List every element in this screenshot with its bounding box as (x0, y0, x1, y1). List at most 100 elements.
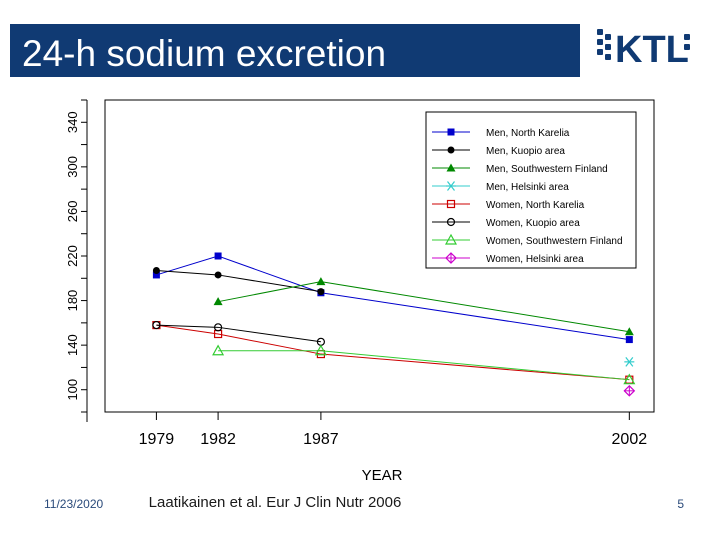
marker-square (447, 128, 455, 136)
data-point (212, 344, 225, 356)
x-tick-label: 1982 (200, 431, 236, 448)
series-group (213, 277, 634, 336)
x-tick-label: 2002 (612, 431, 648, 448)
marker-open-triangle (623, 373, 636, 385)
data-point (624, 327, 634, 336)
legend-item: Men, Southwestern Finland (432, 163, 608, 175)
marker-square (214, 252, 222, 260)
data-point (623, 373, 636, 385)
x-tick-label: 1987 (303, 431, 339, 448)
marker-dot (152, 266, 160, 274)
marker-triangle (213, 297, 223, 306)
series-group (152, 266, 325, 296)
data-point (446, 181, 456, 191)
data-point (624, 356, 635, 367)
marker-asterisk-d2 (625, 356, 634, 367)
data-point (445, 252, 457, 264)
marker-open-square (446, 199, 456, 209)
marker-triangle (624, 327, 634, 336)
series-line (156, 255, 630, 341)
marker-open-triangle (212, 344, 225, 356)
y-tick-label: 260 (65, 201, 80, 223)
legend-item: Women, Helsinki area (432, 252, 584, 265)
data-point (314, 344, 327, 356)
series-group (152, 320, 634, 384)
marker-dot (447, 146, 455, 154)
logo-right-dots-icon (684, 34, 690, 50)
slide-title: 24-h sodium excretion (22, 33, 387, 74)
x-tick-label: 1979 (139, 431, 175, 448)
data-point (213, 323, 223, 332)
y-tick-label: 340 (65, 111, 80, 133)
series-group (212, 344, 636, 385)
y-tick-label: 220 (65, 245, 80, 267)
marker-open-triangle (444, 233, 458, 245)
data-point (152, 320, 161, 330)
plot-frame (104, 99, 655, 413)
marker-square (152, 271, 160, 279)
logo-text: KTL (615, 29, 689, 68)
legend-label: Men, North Karelia (486, 128, 570, 139)
data-point (446, 199, 456, 209)
series-line (156, 324, 630, 381)
legend-item: Women, Kuopio area (432, 217, 580, 229)
data-point (446, 217, 456, 227)
data-point (625, 336, 633, 344)
legend-label: Women, North Karelia (486, 200, 585, 211)
y-tick-label: 100 (65, 379, 80, 401)
series-group (624, 356, 635, 367)
legend-item: Men, North Karelia (432, 128, 570, 139)
legend-label: Women, Southwestern Finland (486, 236, 623, 247)
legend-item: Men, Helsinki area (432, 181, 569, 193)
legend-box (425, 111, 637, 269)
marker-open-circle (152, 320, 161, 330)
data-point (316, 277, 326, 286)
y-tick-label: 180 (65, 290, 80, 312)
x-axis-label: YEAR (362, 467, 403, 484)
data-point (447, 128, 455, 136)
legend-item: Men, Kuopio area (432, 146, 565, 157)
footer-citation: Laatikainen et al. Eur J Clin Nutr 2006 (148, 494, 402, 511)
series-group (152, 320, 325, 346)
footer-date: 11/23/2020 (44, 497, 104, 511)
series-line (156, 269, 321, 293)
marker-asterisk-d2 (447, 181, 455, 191)
marker-open-triangle (314, 344, 327, 356)
title-bar: 24-h sodium excretion (10, 24, 580, 77)
data-point (152, 266, 160, 274)
legend-item: Women, Southwestern Finland (432, 233, 623, 247)
data-point (214, 271, 222, 279)
data-point (317, 288, 325, 296)
marker-dot (317, 288, 325, 296)
data-point (152, 271, 160, 279)
data-point (623, 384, 636, 397)
y-tick-label: 300 (65, 156, 80, 178)
marker-open-circle (446, 217, 456, 227)
page-number: 5 (677, 497, 684, 511)
legend-item: Women, North Karelia (432, 199, 585, 211)
legend-label: Men, Kuopio area (486, 146, 565, 157)
logo-dots-icon (597, 29, 611, 60)
marker-open-circle (213, 323, 223, 332)
legend-label: Women, Kuopio area (486, 218, 580, 229)
data-point (213, 297, 223, 306)
series-line (156, 324, 321, 343)
legend-label: Men, Helsinki area (486, 182, 569, 193)
series-line (218, 350, 630, 381)
series-group (623, 384, 636, 397)
data-point (214, 252, 222, 260)
series-line (217, 281, 630, 333)
marker-square (625, 336, 633, 344)
marker-triangle (316, 277, 326, 286)
data-point (444, 233, 458, 245)
legend-label: Women, Helsinki area (486, 254, 584, 265)
data-point (446, 163, 456, 172)
marker-dot (214, 271, 222, 279)
ktl-logo: KTL (597, 29, 690, 68)
marker-triangle (446, 163, 456, 172)
y-tick-label: 140 (65, 334, 80, 356)
legend: Men, North Karelia Men, Kuopio area Men, S… (425, 111, 637, 269)
data-point (447, 146, 455, 154)
legend-label: Men, Southwestern Finland (486, 164, 608, 175)
